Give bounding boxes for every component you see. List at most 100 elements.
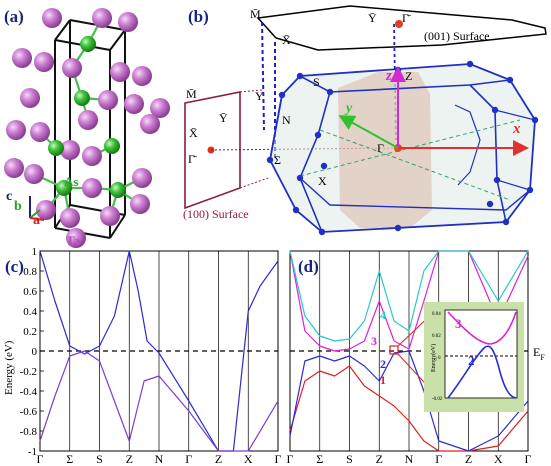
x-tick-label: Z [126, 452, 133, 466]
y-tick-label: 0 [32, 346, 38, 358]
ef-label: EF [533, 345, 545, 362]
ta-atom [110, 62, 130, 82]
x-tick-label: N [405, 452, 414, 466]
kz-axis-label: z [385, 68, 392, 84]
y-tick-label: 0.4 [23, 306, 37, 318]
pt-Gamma-bar-top: Γ̄ [402, 11, 411, 25]
ta-atom [130, 194, 150, 214]
pt-Gamma-bar-left: Γ̄ [188, 152, 197, 166]
axis-b-arrow [29, 209, 41, 219]
y-tick-label: -0.2 [20, 366, 37, 378]
panel-a-label: (a) [4, 7, 24, 26]
axis-c-label: c [6, 189, 12, 204]
pt-X-bar-top: X̄ [282, 33, 291, 47]
ta-atom [100, 206, 120, 226]
band-line-1 [289, 365, 529, 452]
y-tick-label: 0.6 [23, 286, 37, 298]
pt-S: S [313, 75, 320, 89]
ky-axis-label: y [344, 101, 353, 116]
x-tick-label: Z [465, 452, 472, 466]
crystal-structure-illustration [4, 8, 170, 248]
inset-ytick-2: 0 [438, 356, 441, 361]
unit-cell-edge [109, 29, 126, 51]
ta-atom [36, 200, 56, 220]
ta-atom [60, 140, 80, 160]
ta-atom [132, 66, 152, 86]
x-tick-label: Z [215, 452, 222, 466]
y-tick-label: -0.4 [20, 386, 38, 398]
ta-atom [4, 158, 24, 178]
pt-Sigma: Σ [274, 153, 281, 167]
inset-band-2 [447, 345, 517, 399]
projection-line-m [261, 21, 265, 131]
as-atom [48, 140, 64, 156]
pt-M-bar-left: M̄ [186, 87, 197, 101]
atom-label-as: As [64, 174, 78, 189]
band-line-4 [289, 250, 529, 342]
ta-atom [12, 48, 32, 68]
panel-a-crystal-structure: (a) c b a As Ta [4, 7, 170, 248]
ta-atom [82, 178, 102, 198]
panel-b-brillouin-zone: (b) (001) Surface M̄ X̄ Ȳ Γ̄ (100) Surfa… [183, 5, 547, 236]
inset-ytick-3: -0.02 [432, 397, 443, 402]
pt-Y-bar-top: Ȳ [368, 11, 377, 25]
ta-atom [132, 168, 152, 188]
pt-Y-bar-left: Ȳ [219, 111, 228, 125]
band-line-2 [289, 350, 529, 452]
pt-X: X [318, 174, 327, 188]
band-line-2 [39, 350, 279, 452]
surface-001-label: (001) Surface [424, 29, 490, 43]
pt-Gamma: Γ [377, 141, 384, 155]
inset-band-label-2: 2 [468, 353, 475, 368]
y-tick-label: -1 [28, 446, 37, 458]
ta-atom [140, 114, 160, 134]
surface-100-label: (100) Surface [183, 207, 249, 221]
unit-cell-edge [109, 214, 126, 239]
pt-Z: Z [405, 69, 412, 83]
x-tick-label: S [346, 452, 353, 466]
ta-atom [34, 52, 54, 72]
ta-atom [20, 88, 40, 108]
surface-001-plane [256, 5, 547, 51]
y-tick-label: -0.6 [20, 406, 38, 418]
band-label-3: 3 [371, 334, 377, 348]
panel-d-band-structure: (d) Γ Σ S Z N Γ Z X Γ EF 4 3 2 1 Energy(eV) 0.04… [287, 250, 545, 466]
panel-c-label: (c) [5, 257, 24, 276]
ta-atom [98, 90, 118, 110]
band-label-1: 1 [380, 373, 386, 387]
zoom-box [389, 345, 399, 355]
ta-atom [62, 58, 82, 78]
ta-atom [124, 94, 144, 114]
axis-a-arrow [29, 217, 45, 221]
x-tick-label: N [155, 452, 164, 466]
inset-zoom: Energy(eV) 0.04 0.02 0 -0.02 3 2 [424, 302, 524, 412]
ta-atom [66, 228, 86, 248]
x-tick-label: S [96, 452, 103, 466]
panel-d-bands [289, 250, 529, 452]
x-tick-label: Γ [275, 452, 282, 466]
ta-atom [78, 110, 98, 130]
panel-b-label: (b) [188, 7, 209, 26]
x-tick-label: X [244, 452, 253, 466]
as-atom [110, 182, 126, 198]
panel-c-ylabel: Energy (eV) [3, 340, 15, 395]
x-tick-label: Γ [185, 452, 192, 466]
as-atom [74, 90, 90, 106]
x-tick-label: Γ [287, 452, 294, 466]
band-line-1 [39, 250, 279, 452]
ky-axis-arrow [338, 115, 399, 149]
y-tick-label: 1 [32, 246, 38, 258]
panel-d-label: (d) [298, 257, 319, 276]
as-atom [56, 180, 72, 196]
kx-axis-label: x [512, 121, 521, 137]
pt-Y: Y [255, 89, 264, 103]
ta-atom [60, 208, 80, 228]
inset-ylabel: Energy(eV) [430, 344, 437, 372]
atom-label-ta: Ta [66, 233, 80, 248]
ta-atom [82, 146, 102, 166]
band-label-4: 4 [380, 308, 386, 322]
x-tick-label: Σ [66, 452, 73, 466]
x-tick-label: Γ [525, 452, 532, 466]
